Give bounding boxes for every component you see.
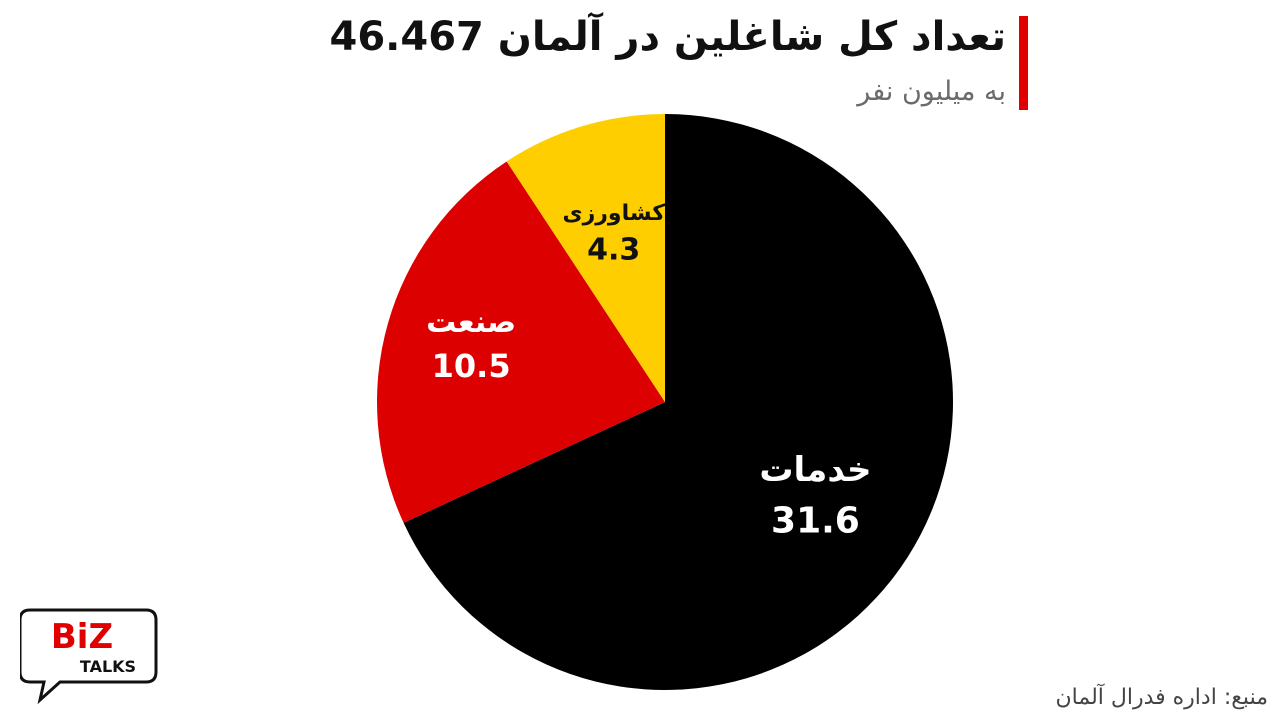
pie-slice-services xyxy=(403,114,954,690)
biztalks-logo: BiZ TALKS xyxy=(18,604,160,708)
slice-value-agriculture: 4.3 xyxy=(587,232,640,267)
slice-label-services: خدمات xyxy=(759,450,871,490)
logo-text-talks: TALKS xyxy=(80,657,136,676)
page-title: تعداد کل شاغلین در آلمان 46.467 xyxy=(329,14,1007,60)
pie-slice-industry xyxy=(377,161,665,523)
slice-label-industry: صنعت xyxy=(426,305,516,340)
title-accent-bar xyxy=(1019,16,1028,110)
pie-slice-agriculture xyxy=(506,114,665,402)
page-subtitle: به میلیون نفر xyxy=(857,76,1006,107)
logo-text-biz: BiZ xyxy=(51,617,113,657)
slice-value-industry: 10.5 xyxy=(432,347,511,385)
slice-label-agriculture: کشاورزی xyxy=(562,201,665,226)
slice-value-services: 31.6 xyxy=(771,500,860,541)
speech-bubble-icon xyxy=(18,608,158,705)
source-note: منبع: اداره فدرال آلمان xyxy=(1055,685,1268,710)
